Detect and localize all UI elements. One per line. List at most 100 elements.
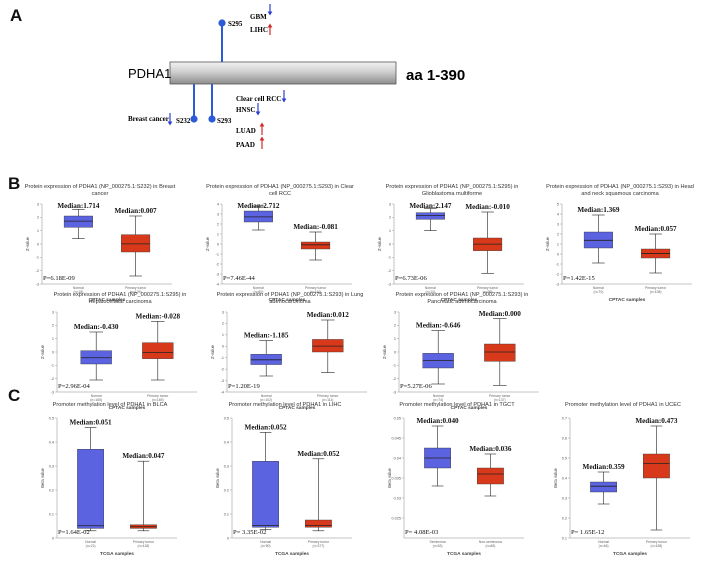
category-n: (n=377) [313,544,325,548]
y-tick-label: -2 [36,269,39,273]
median-label: Median:0.007 [115,207,158,215]
x-axis-label: CPTAC samples [269,297,306,303]
protein-range: aa 1-390 [406,67,465,84]
box-tumor [312,339,344,353]
y-tick-label: -1 [36,256,39,260]
y-tick-label: 3 [37,202,39,206]
y-tick-label: -3 [388,282,391,286]
cancer-gbm: GBM [250,13,267,21]
y-tick-label: -1 [216,252,219,256]
category-n: (n=438) [651,544,663,548]
cancer-hnsc: HNSC [236,106,255,114]
y-tick-label: 2 [222,322,224,326]
cancer-breast: Breast cancer [128,115,169,123]
x-axis-label: CPTAC samples [451,405,488,411]
y-tick-label: 3 [52,310,54,314]
category-label: Primary tumor [133,540,155,544]
y-tick-label: 0.1 [224,512,229,516]
median-label: Median:1.714 [57,202,100,210]
y-tick-label: 1 [37,229,39,233]
y-tick-label: -3 [393,390,396,394]
box-tumor [643,453,670,479]
y-tick-label: -3 [221,379,224,383]
y-axis-label: Z-value [205,236,210,251]
y-tick-label: -2 [51,377,54,381]
median-label: Median:-0.430 [74,323,119,331]
x-axis-label: CPTAC samples [89,297,126,303]
box-tumor [301,241,331,250]
y-tick-label: 2 [389,216,391,220]
chart-1: Protein expression of PDHA1 (NP_000275.1… [205,184,354,303]
chart-9: Promoter methylation level of PDHA1 in T… [387,402,524,557]
arrow-up-icon [267,23,273,35]
category-n: (n=99) [483,290,493,294]
median-label: Median:0.052 [297,450,340,458]
chart-title-line: Protein expression of PDHA1 (NP_000275.1… [386,184,519,190]
site-dot-s293 [208,115,216,123]
arrow-up-icon [259,122,265,135]
box-normal [415,212,445,220]
panel-c-letter: C [8,386,21,405]
p-value: P=1.42E-15 [563,275,595,282]
y-tick-label: 1 [222,333,224,337]
arrow-down-icon [267,4,273,16]
y-tick-label: 0 [217,242,219,246]
box-normal [77,449,105,529]
category-n: (n=63) [433,544,443,548]
panel-a: A PDHA1 aa 1-390 S295 GBM LIHC S232 Brea… [0,0,708,165]
cancer-ccrcc: Clear cell RCC [236,95,281,103]
chart-title-line: Glioblastoma multiforme [422,191,482,197]
median-label: Median:0.473 [635,417,678,425]
category-label: Normal [85,540,96,544]
protein-name: PDHA1 [128,66,171,81]
x-axis-label: TCGA samples [100,551,134,557]
cancer-luad: LUAD [236,127,256,135]
y-tick-label: 0.045 [391,436,401,440]
y-tick-label: -1 [556,262,559,266]
chart-2: Protein expression of PDHA1 (NP_000275.1… [377,184,524,303]
median-label: Median:0.012 [307,311,350,319]
y-tick-label: 0.7 [562,416,567,420]
y-axis-label: Z-value [25,236,30,251]
chart-title-line: cell RCC [269,191,291,197]
median-label: Median:2.712 [237,202,280,210]
category-n: (n=110) [310,290,322,294]
arrow-down-icon [281,90,287,103]
y-tick-label: 2 [394,324,396,328]
y-tick-label: -1 [388,256,391,260]
panel-b-letter: B [8,174,21,193]
box-normal [590,481,618,493]
y-tick-label: -1 [221,356,224,360]
y-tick-label: 0 [557,252,559,256]
category-n: (n=21) [86,544,96,548]
y-tick-label: 0.5 [224,416,229,420]
y-tick-label: -1 [393,364,396,368]
y-tick-label: -2 [388,269,391,273]
box-normal [250,354,282,365]
y-tick-label: 0.1 [562,536,567,540]
y-tick-label: -2 [393,377,396,381]
y-tick-label: 4 [217,202,219,206]
y-tick-label: 0.3 [49,464,54,468]
p-value: P=2.96E-04 [58,383,90,390]
chart-4: Protein expression of PDHA1 (NP_000275.1… [40,292,197,411]
box-tumor [142,342,174,359]
category-n: (n=108) [650,290,662,294]
y-tick-label: -3 [216,272,219,276]
chart-title-line: Promoter methylation level of PDHA1 in L… [229,402,342,408]
y-tick-label: -2 [216,262,219,266]
chart-6: Protein expression of PDHA1 (NP_000275.1… [382,292,539,411]
chart-title-line: Protein expression of PDHA1 (NP_000275.1… [25,184,176,190]
y-tick-label: 0 [37,242,39,246]
chart-5: Protein expression of PDHA1 (NP_000275.1… [210,292,367,411]
median-label: Median:-0.010 [465,203,510,211]
category-label: Seminoma [429,540,445,544]
category-n: (n=137) [494,398,506,402]
category-label: Primary tumor [489,394,511,398]
y-axis-label: Z-value [40,344,45,359]
y-tick-label: -3 [36,282,39,286]
y-tick-label: 1 [557,242,559,246]
y-tick-label: 1 [394,337,396,341]
p-value: P=5.27E-06 [400,383,432,390]
